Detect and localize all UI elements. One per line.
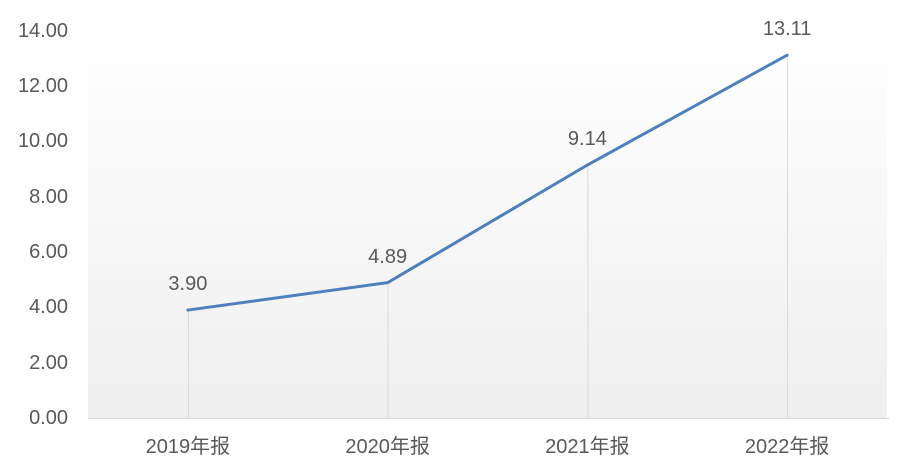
y-axis-tick-label: 6.00	[29, 240, 68, 263]
data-point-label: 9.14	[567, 128, 607, 151]
y-axis-tick-label: 10.00	[17, 130, 68, 153]
x-axis-category-label: 2022年报	[744, 436, 830, 458]
y-axis-tick-label: 0.00	[29, 407, 68, 429]
x-axis-category-label: 2019年报	[145, 436, 231, 458]
x-axis-category-label: 2021年报	[545, 436, 630, 458]
x-axis-category-label: 2020年报	[345, 436, 430, 458]
y-axis-tick-label: 14.00	[17, 19, 68, 42]
data-point-label: 4.89	[368, 245, 408, 268]
data-point-label: 3.90	[168, 273, 208, 296]
y-axis-tick-label: 8.00	[29, 185, 68, 208]
series-line	[186, 53, 789, 312]
y-axis-tick-label: 2.00	[29, 351, 68, 374]
y-axis-tick-label: 4.00	[29, 296, 68, 319]
y-axis-tick-label: 12.00	[17, 74, 68, 97]
data-point-label: 13.11	[762, 18, 812, 41]
